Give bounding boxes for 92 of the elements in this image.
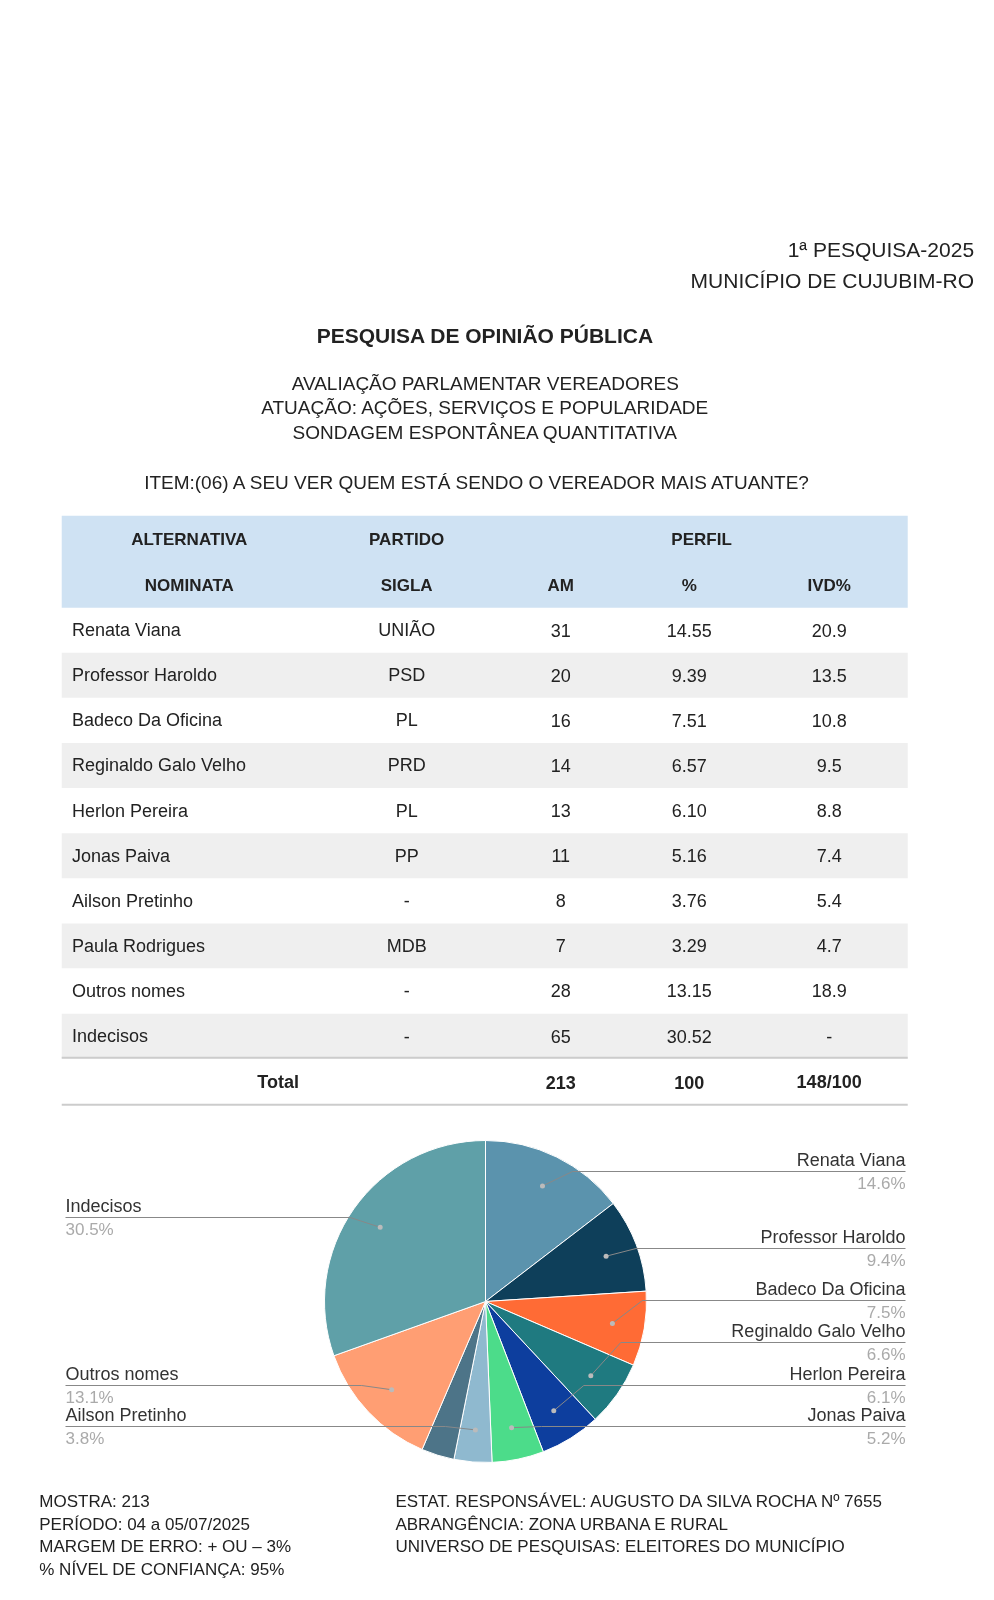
text: PARTIDO: [369, 529, 445, 549]
slice-label: Badeco Da Oficina: [755, 1278, 907, 1299]
text: MUNICÍPIO DE CUJUBIM-RO: [690, 268, 975, 292]
text: 20: [550, 665, 571, 686]
text: 3.76: [671, 891, 707, 912]
text: -: [403, 891, 410, 912]
text: ESTAT. RESPONSÁVEL: AUGUSTO DA SILVA ROCHA Nº 7655: [395, 1492, 882, 1512]
text: 14.55: [666, 620, 712, 641]
text: 6.10: [671, 801, 707, 822]
text: Reginaldo Galo Velho: [71, 755, 247, 776]
text: Renata Viana: [71, 620, 182, 641]
text: UNIVERSO DE PESQUISAS: ELEITORES DO MUNICÍPIO: [395, 1537, 845, 1557]
text: 7.4: [816, 846, 842, 867]
text: MOSTRA: 213: [39, 1492, 150, 1512]
text: 13.5: [811, 665, 847, 686]
text: MDB: [386, 935, 427, 956]
slice-label: Reginaldo Galo Velho: [731, 1320, 906, 1341]
text: 10.8: [811, 710, 847, 731]
text: 5.16: [671, 846, 707, 867]
text: Ailson Pretinho: [71, 890, 194, 911]
text: 5.4: [816, 891, 842, 912]
text: UNIÃO: [378, 619, 436, 641]
data-label: 14.6%: [857, 1173, 906, 1193]
text: ITEM:(06) A SEU VER QUEM ESTÁ SENDO O VEREADOR MAIS ATUANTE?: [144, 471, 809, 493]
chart-subtitle: AVALIAÇÃO PARLAMENTAR VEREADORES ATUAÇÃO: AÇÕES, SERVIÇOS E POPULARIDADE SONDAGEM ESPONTÂNEA QUANTITATIVA: [261, 372, 709, 443]
text: 3.29: [671, 936, 707, 957]
data-label: 6.6%: [866, 1344, 906, 1364]
text: 8.8: [816, 801, 842, 822]
data-label: 9.4%: [866, 1250, 906, 1270]
text: 11: [551, 846, 571, 867]
text: AM: [547, 575, 574, 595]
slice-label: Ailson Pretinho: [65, 1404, 187, 1425]
text: Badeco Da Oficina: [71, 710, 224, 731]
text: PERÍODO: 04 a 05/07/2025: [39, 1514, 251, 1534]
text: 16: [550, 710, 571, 731]
text: 18.9: [811, 981, 847, 1002]
text: Herlon Pereira: [71, 800, 189, 821]
text: PRD: [387, 755, 426, 776]
text: 20.9: [811, 620, 847, 641]
text: % NÍVEL DE CONFIANÇA: 95%: [39, 1559, 285, 1579]
data-label: 13.1%: [65, 1387, 114, 1407]
text: 9.39: [671, 665, 707, 686]
text: -: [403, 981, 410, 1002]
text: 6.57: [671, 755, 707, 776]
text: 13: [550, 801, 571, 822]
text: 13.15: [666, 981, 712, 1002]
text: 213: [545, 1072, 576, 1093]
text: Total: [257, 1072, 299, 1093]
data-label: 6.1%: [866, 1387, 906, 1407]
text: Paula Rodrigues: [71, 935, 206, 956]
text: -: [826, 1026, 833, 1047]
text: 1ª PESQUISA-2025: [787, 238, 975, 261]
slice-label: Professor Haroldo: [760, 1226, 906, 1247]
text: ALTERNATIVA: [131, 529, 248, 549]
text: Professor Haroldo: [71, 665, 218, 686]
slice-label: Renata Viana: [796, 1149, 907, 1170]
text: -: [403, 1026, 410, 1047]
text: NOMINATA: [144, 575, 234, 595]
text: 28: [550, 981, 571, 1002]
text: PP: [394, 845, 419, 866]
text: 30.52: [666, 1026, 712, 1047]
text: 14: [550, 755, 571, 776]
text: %: [681, 575, 697, 595]
text: 148/100: [796, 1072, 862, 1093]
text: SIGLA: [380, 575, 433, 595]
chart-title: PESQUISA DE OPINIÃO PÚBLICA: [316, 323, 654, 347]
text: 8: [555, 891, 566, 912]
text: Jonas Paiva: [71, 845, 171, 866]
text: PL: [395, 710, 418, 731]
data-label: 3.8%: [65, 1428, 105, 1448]
text: PSD: [388, 665, 426, 686]
text: 7: [555, 936, 566, 957]
data-label: 5.2%: [866, 1428, 906, 1448]
text: 65: [550, 1026, 571, 1047]
text: 31: [550, 620, 571, 641]
text: 7.51: [671, 710, 707, 731]
text: MARGEM DE ERRO: + OU – 3%: [39, 1537, 292, 1557]
text: ABRANGÊNCIA: ZONA URBANA E RURAL: [395, 1514, 728, 1534]
text: PERFIL: [671, 529, 732, 549]
text: Indecisos: [71, 1026, 148, 1047]
data-label: 30.5%: [65, 1219, 114, 1239]
slice-label: Jonas Paiva: [807, 1404, 907, 1425]
text: 4.7: [816, 936, 842, 957]
text: 9.5: [816, 755, 842, 776]
slice-label: Outros nomes: [65, 1363, 179, 1384]
text: IVD%: [807, 575, 851, 595]
data-label: 7.5%: [866, 1302, 906, 1322]
text: 100: [674, 1072, 705, 1093]
slice-label: Herlon Pereira: [789, 1363, 907, 1384]
text: Outros nomes: [71, 981, 185, 1001]
slice-label: Indecisos: [65, 1195, 142, 1216]
text: PL: [395, 800, 418, 821]
